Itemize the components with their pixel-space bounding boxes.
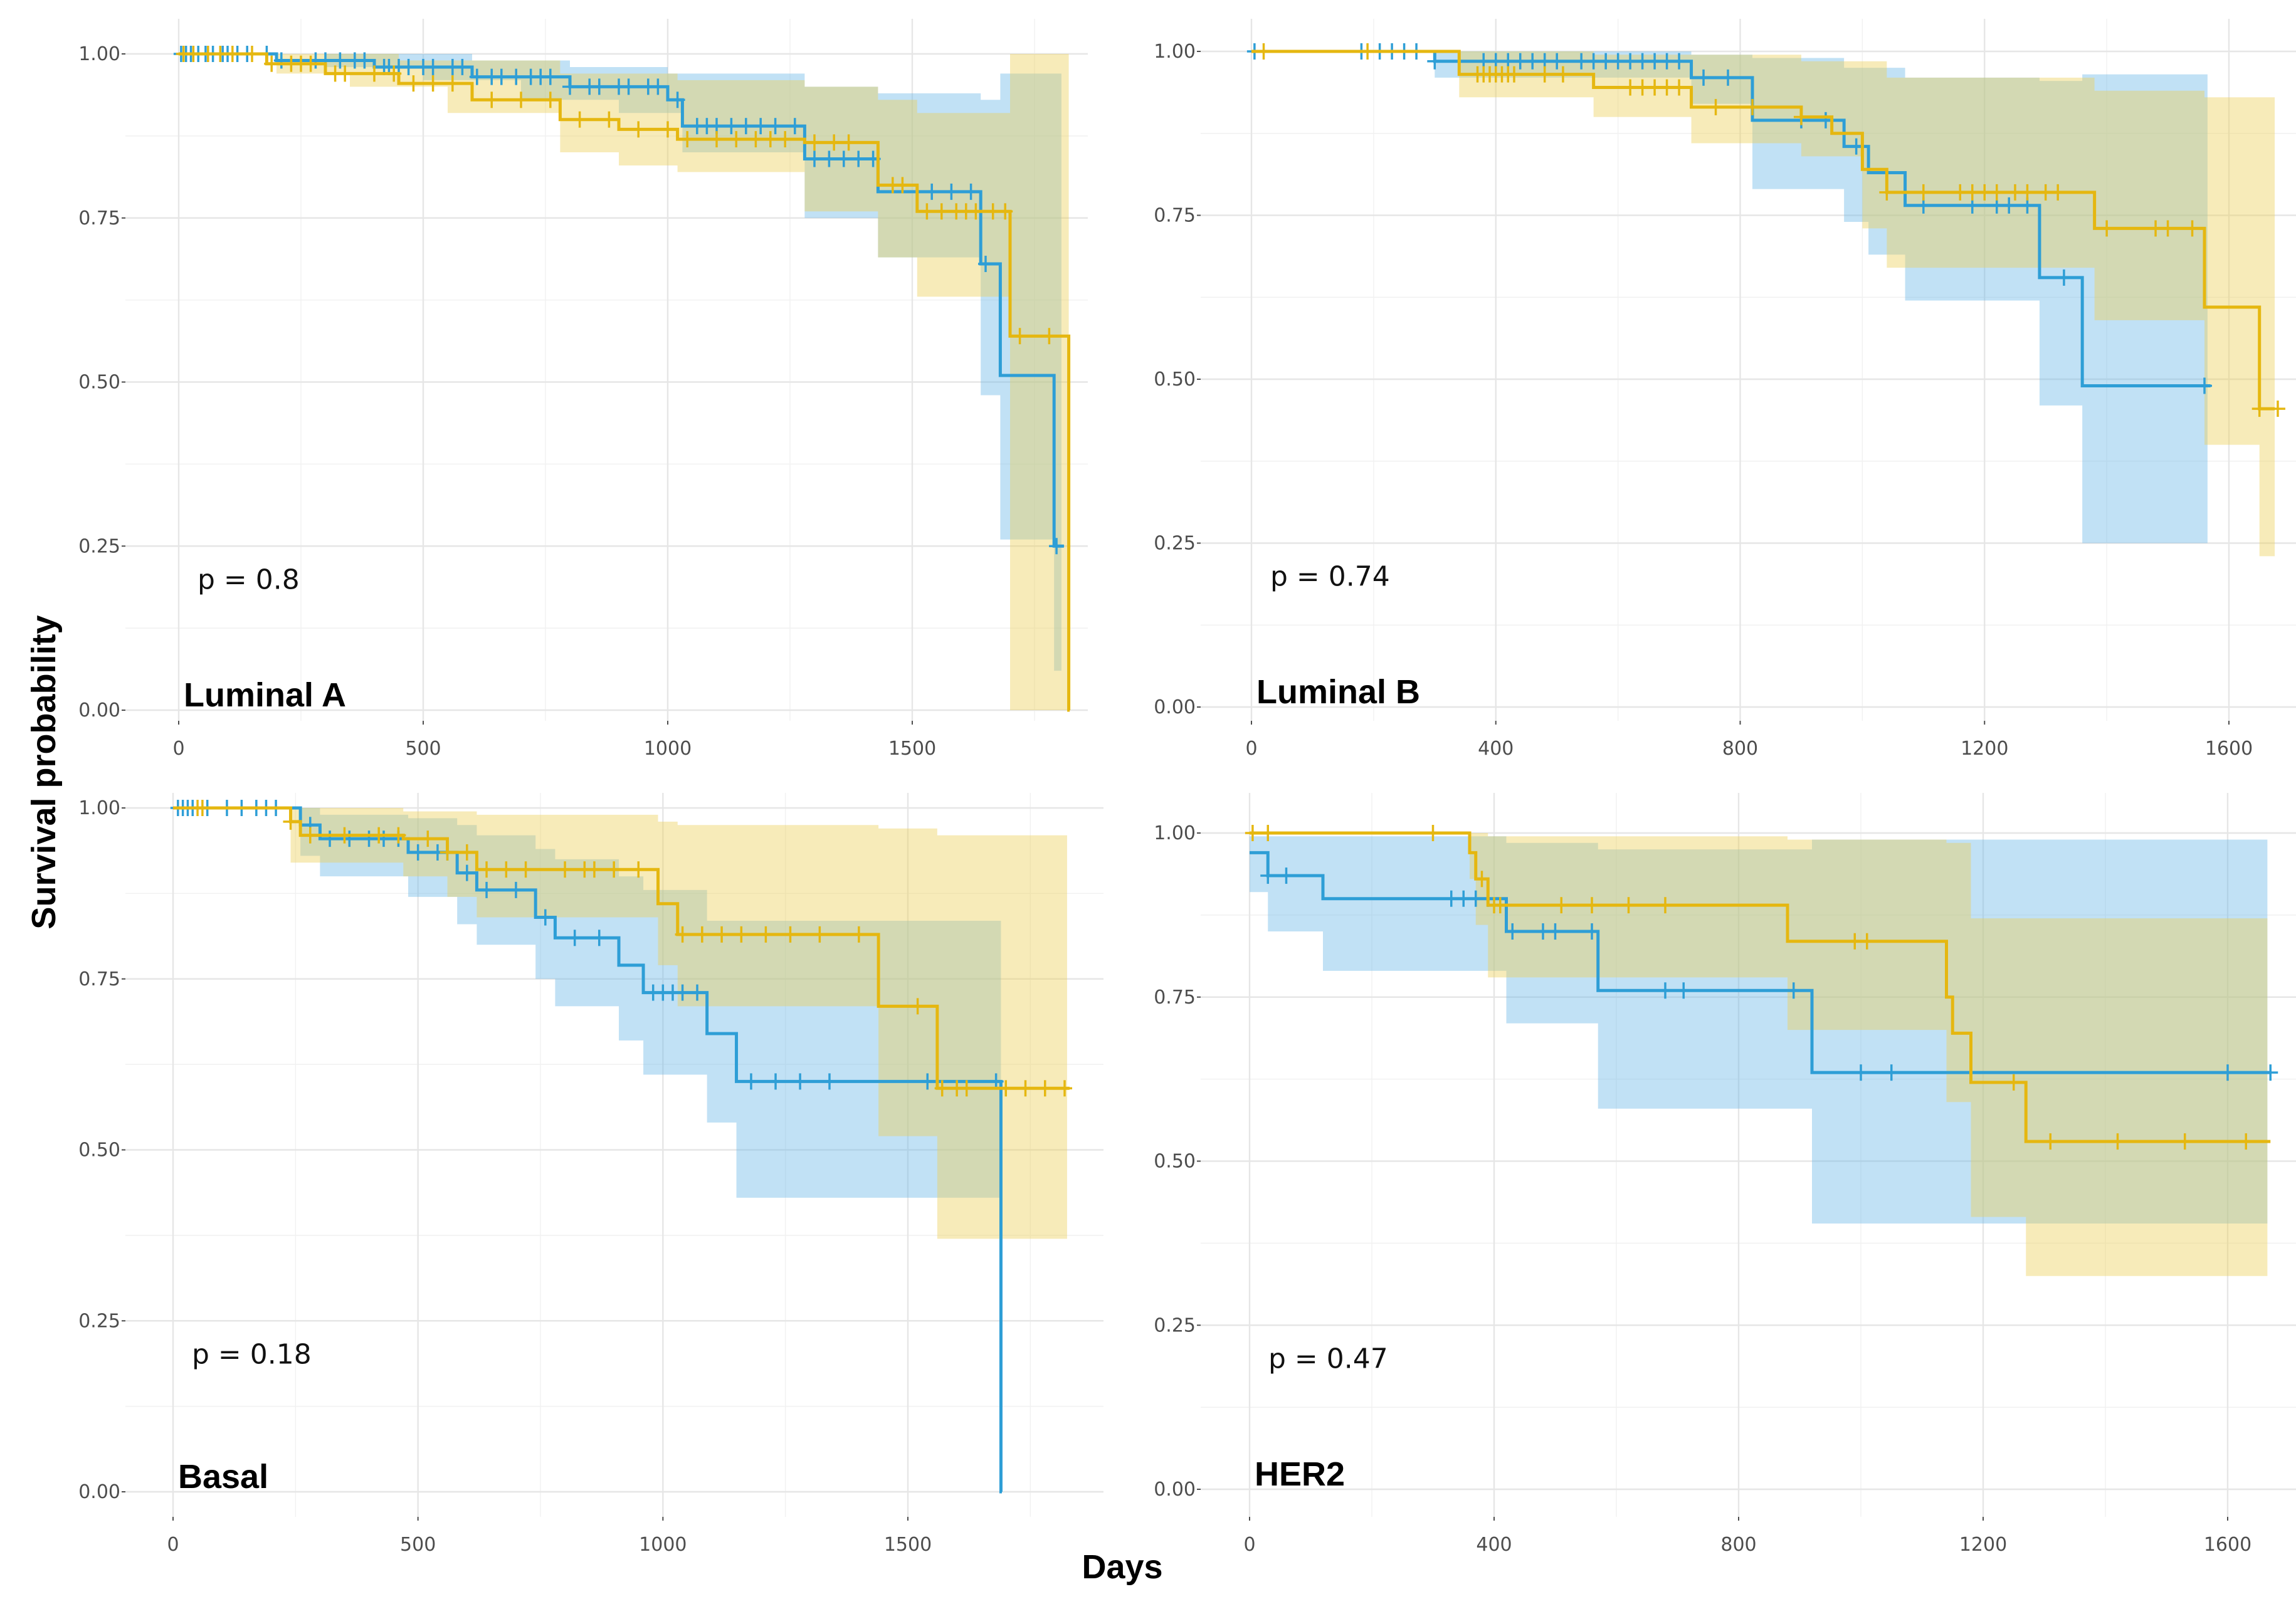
- panel-luminal-a: 0.00 0.25 0.50 0.75 1.00 0 500 1000 1500 p = 0.8 L…: [78, 19, 1088, 760]
- luminal-b-y-tick-label: 0.75: [1154, 205, 1196, 227]
- luminal-a-panel-title: Luminal A: [184, 676, 346, 714]
- luminal-a-blue-confidence-band: [179, 54, 1061, 671]
- her2-x-tick-label: 400: [1476, 1534, 1512, 1556]
- luminal-b-x-tick-label: 0: [1245, 738, 1257, 760]
- luminal-b-x-tick-label: 400: [1478, 738, 1514, 760]
- luminal-a-x-tick-label: 500: [405, 738, 441, 760]
- luminal-b-y-tick-label: 0.50: [1154, 369, 1196, 390]
- panel-her2: 0.00 0.25 0.50 0.75 1.00 0 400 800 1200 1600 p = 0…: [1154, 793, 2296, 1556]
- luminal-a-x-tick-label: 1500: [888, 738, 936, 760]
- her2-yellow-confidence-band: [1250, 833, 2268, 1276]
- basal-p-value: p = 0.18: [192, 1338, 312, 1370]
- luminal-b-grid: [1201, 19, 2296, 721]
- luminal-b-plot-area: [1246, 43, 2285, 557]
- luminal-a-y-tick-label: 0.25: [78, 535, 120, 557]
- luminal-b-x-tick-label: 1200: [1961, 738, 2008, 760]
- luminal-b-x-tick-label: 800: [1722, 738, 1758, 760]
- basal-panel-title: Basal: [178, 1458, 268, 1496]
- basal-yellow-survival-curve: [173, 806, 1070, 1090]
- basal-x-tick-label: 1000: [639, 1534, 687, 1556]
- luminal-b-x-tick-label: 1600: [2205, 738, 2253, 760]
- her2-grid: [1201, 793, 2296, 1517]
- luminal-b-yellow-confidence-band: [1251, 51, 2275, 557]
- her2-panel-title: HER2: [1255, 1455, 1345, 1493]
- luminal-b-y-tick-label: 0.25: [1154, 533, 1196, 555]
- luminal-b-yellow-survival-curve: [1251, 50, 2275, 411]
- her2-x-tick-label: 1600: [2204, 1534, 2251, 1556]
- luminal-b-y-tick-label: 1.00: [1154, 41, 1196, 63]
- luminal-a-p-value: p = 0.8: [197, 563, 300, 595]
- luminal-a-grid: [125, 19, 1088, 721]
- panels-layer: 0.00 0.25 0.50 0.75 1.00 0 500 1000 1500 p = 0.8 L…: [78, 19, 2296, 1556]
- basal-x-tick-label: 500: [400, 1534, 436, 1556]
- her2-plot-area: [1245, 825, 2278, 1276]
- basal-yellow-confidence-band: [173, 808, 1067, 1239]
- basal-y-tick-label: 1.00: [78, 797, 120, 819]
- luminal-a-x-tick-label: 1000: [644, 738, 692, 760]
- luminal-a-plot-area: [173, 46, 1071, 712]
- basal-y-tick-label: 0.75: [78, 968, 120, 990]
- luminal-a-y-tick-label: 1.00: [78, 43, 120, 65]
- her2-y-tick-label: 0.00: [1154, 1479, 1196, 1501]
- luminal-a-yellow-confidence-band: [179, 54, 1069, 710]
- basal-y-tick-label: 0.25: [78, 1310, 120, 1332]
- luminal-a-x-tick-label: 0: [172, 738, 184, 760]
- y-axis-title: Survival probability: [25, 615, 63, 929]
- luminal-b-panel-title: Luminal B: [1256, 673, 1420, 711]
- basal-y-tick-label: 0.00: [78, 1481, 120, 1503]
- basal-x-tick-label: 1500: [884, 1534, 932, 1556]
- basal-y-tick-label: 0.50: [78, 1140, 120, 1161]
- her2-blue-confidence-band: [1250, 836, 2268, 1224]
- her2-y-tick-label: 0.75: [1154, 987, 1196, 1009]
- luminal-b-y-tick-label: 0.00: [1154, 696, 1196, 718]
- panel-luminal-b: 0.00 0.25 0.50 0.75 1.00 0 400 800 1200 1600 p = 0…: [1154, 19, 2296, 760]
- her2-y-tick-label: 0.25: [1154, 1314, 1196, 1336]
- her2-x-tick-label: 1200: [1959, 1534, 2007, 1556]
- panel-basal: 0.00 0.25 0.50 0.75 1.00 0 500 1000 1500 p = 0.18…: [78, 793, 1103, 1556]
- luminal-b-blue-confidence-band: [1251, 51, 2208, 543]
- her2-p-value: p = 0.47: [1268, 1343, 1388, 1375]
- basal-grid: [125, 793, 1103, 1517]
- basal-plot-area: [170, 800, 1073, 1494]
- her2-y-tick-label: 1.00: [1154, 822, 1196, 844]
- basal-x-tick-label: 0: [167, 1534, 179, 1556]
- luminal-a-y-tick-label: 0.75: [78, 207, 120, 229]
- x-axis-title: Days: [1082, 1548, 1162, 1586]
- luminal-a-y-tick-label: 0.00: [78, 700, 120, 721]
- luminal-b-p-value: p = 0.74: [1270, 561, 1390, 593]
- her2-y-tick-label: 0.50: [1154, 1151, 1196, 1173]
- her2-x-tick-label: 800: [1720, 1534, 1756, 1556]
- basal-blue-confidence-band: [173, 808, 1001, 1198]
- luminal-a-y-tick-label: 0.50: [78, 372, 120, 394]
- her2-x-tick-label: 0: [1243, 1534, 1255, 1556]
